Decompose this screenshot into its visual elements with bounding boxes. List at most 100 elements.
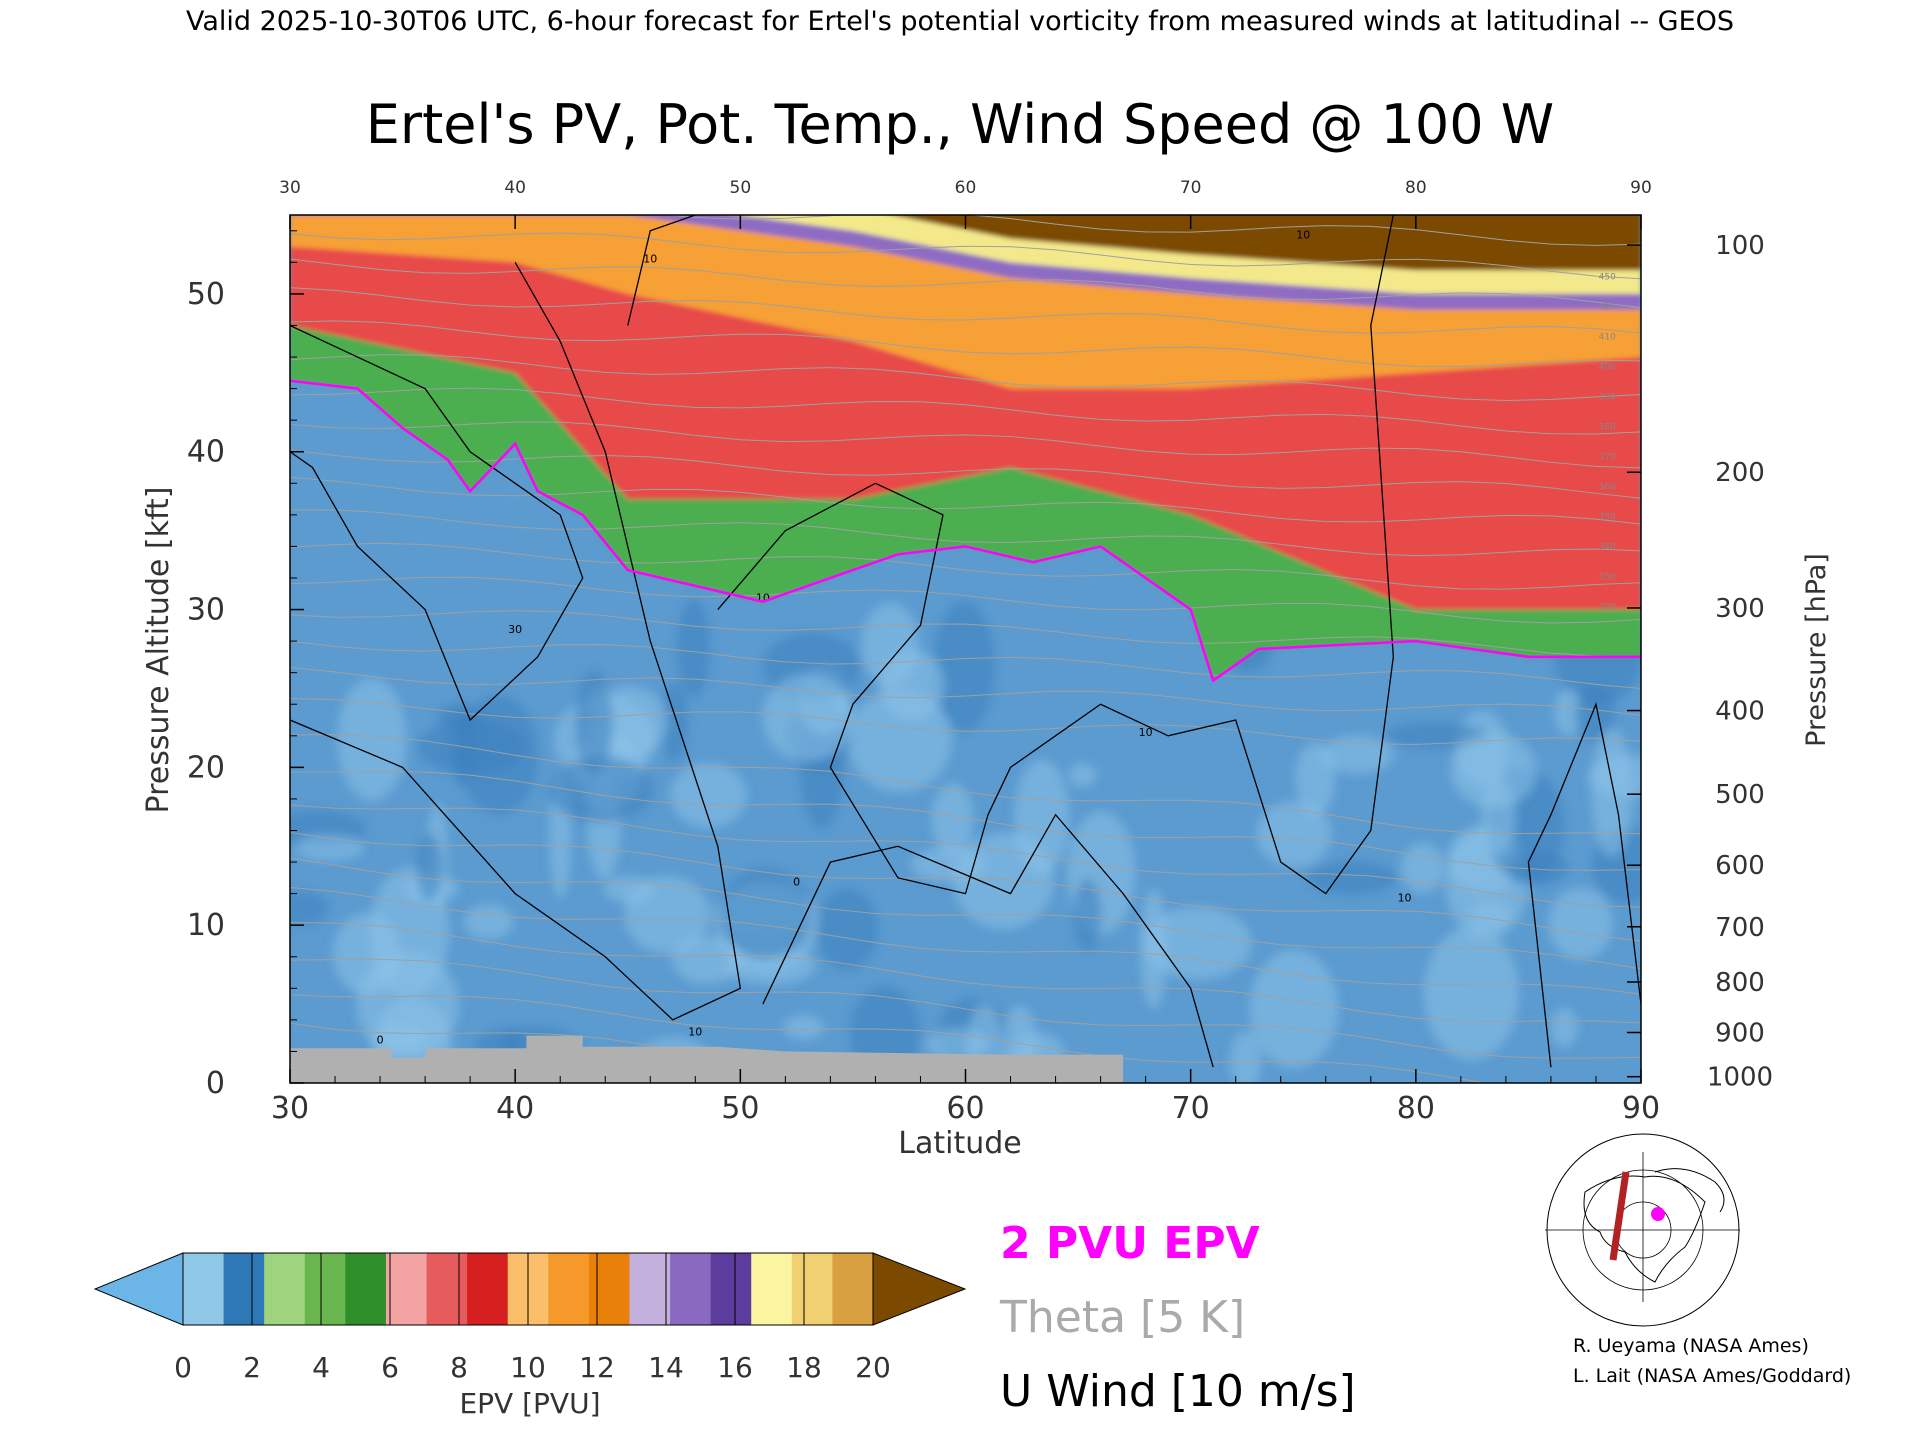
colorbar-swatch — [183, 1253, 225, 1325]
theta-label: 370 — [1599, 453, 1616, 463]
theta-contour-line — [290, 421, 1641, 469]
troposphere-blob — [417, 720, 525, 775]
troposphere-blob — [290, 891, 330, 926]
theta-label: 410 — [1599, 333, 1616, 343]
theta-contours: 320 330 340 350 360 370 380 390 400 410 420 450 — [290, 215, 1641, 1083]
u-wind-contour-line — [290, 324, 584, 722]
pressure-tick-label: 1000 — [1707, 1063, 1773, 1093]
theta-contour-line — [290, 734, 1641, 835]
theta-label: 400 — [1599, 363, 1616, 373]
colorbar-swatch — [223, 1253, 265, 1325]
x-tick-label: 80 — [1397, 1091, 1435, 1126]
theta-contour-line — [290, 922, 1641, 1024]
y-tick-label: 30 — [187, 593, 225, 628]
troposphere-blob — [670, 762, 747, 828]
y-tick-label: 40 — [187, 435, 225, 470]
legend-theta: Theta [5 K] — [999, 1292, 1245, 1343]
theta-contour-line — [290, 770, 1641, 871]
troposphere-blob — [1554, 688, 1582, 737]
colorbar-lower-arrow — [93, 1252, 184, 1326]
u-wind-contour-line — [290, 262, 742, 1021]
colorbar-swatch — [751, 1253, 793, 1325]
colorbar-tick-label: 0 — [174, 1351, 192, 1384]
theta-contour-line — [290, 320, 1641, 368]
pressure-tick-label: 200 — [1715, 458, 1765, 488]
troposphere-blob — [332, 912, 401, 995]
colorbar-swatch — [385, 1253, 428, 1325]
u-wind-label: 10 — [688, 1026, 702, 1039]
troposphere-blob — [1509, 851, 1569, 886]
colorbar-swatch — [426, 1253, 468, 1325]
troposphere-blob — [336, 678, 407, 802]
u-wind-contour-line — [627, 215, 696, 326]
troposphere-blob — [660, 682, 688, 762]
theta-contour-line — [290, 509, 1641, 557]
troposphere-blob — [1550, 1007, 1578, 1048]
colorbar-swatch — [588, 1253, 630, 1325]
right-axis-label: Pressure [hPa] — [1801, 553, 1832, 747]
troposphere-blob — [762, 674, 854, 762]
x-tick-label: 90 — [1622, 1091, 1660, 1126]
locator-map — [1545, 1133, 1740, 1327]
colorbar-tick-label: 10 — [510, 1351, 546, 1384]
troposphere-blob — [816, 888, 879, 970]
x-tick-label-top: 40 — [504, 178, 526, 198]
plot-area: 320 330 340 350 360 370 380 390 400 410 420 450 10 1… — [290, 215, 1641, 1083]
troposphere-blob — [1229, 1031, 1261, 1083]
troposphere-blob — [1469, 900, 1512, 930]
troposphere-blob — [1143, 906, 1253, 980]
troposphere-blob — [463, 904, 514, 940]
colorbar-tick-label: 2 — [243, 1351, 261, 1384]
troposphere-blob — [677, 598, 711, 698]
x-axis: 30 30 40 40 50 50 60 60 70 70 80 80 90 90 — [271, 178, 1660, 1126]
troposphere-blob — [718, 868, 812, 960]
theta-contour-line — [290, 258, 1641, 309]
colorbar-tick-label: 18 — [786, 1351, 822, 1384]
colorbar-tick-label: 14 — [648, 1351, 684, 1384]
pressure-tick-label: 800 — [1715, 968, 1765, 998]
y-tick-label: 0 — [206, 1066, 225, 1101]
u-wind-label: 10 — [1139, 726, 1153, 739]
troposphere-blob — [782, 1015, 825, 1040]
troposphere-blob — [1385, 722, 1488, 749]
u-wind-label: 10 — [643, 252, 657, 265]
theta-contour-line — [290, 958, 1641, 1059]
x-tick-label-top: 60 — [955, 178, 977, 198]
y-tick-label: 10 — [187, 908, 225, 943]
troposphere-blob — [1256, 801, 1332, 868]
troposphere-blob — [1450, 732, 1537, 808]
theta-contour-line — [290, 697, 1641, 745]
x-tick-label-top: 30 — [279, 178, 301, 198]
theta-contour-line — [290, 354, 1641, 402]
pressure-tick-label: 900 — [1715, 1018, 1765, 1048]
theta-label: 320 — [1599, 603, 1616, 613]
troposphere-blob — [574, 670, 613, 775]
pressure-tick-label: 500 — [1715, 780, 1765, 810]
troposphere-blob — [1249, 949, 1339, 1069]
terrain-polygon — [290, 1035, 1124, 1083]
colorbar-tick-label: 6 — [381, 1351, 399, 1384]
troposphere-blob — [1068, 763, 1097, 788]
colorbar-swatch — [304, 1253, 346, 1325]
troposphere-blob — [623, 875, 710, 954]
colorbar-swatch — [629, 1253, 671, 1325]
theta-contour-line — [290, 610, 1641, 657]
credit-line-1: R. Ueyama (NASA Ames) — [1573, 1335, 1809, 1357]
u-wind-contour-line — [717, 215, 1394, 895]
legend-uwind: U Wind [10 m/s] — [1000, 1366, 1356, 1417]
troposphere-blob — [1073, 878, 1102, 952]
troposphere-blob — [1014, 759, 1070, 875]
colorbar-swatch — [710, 1253, 752, 1325]
troposphere-blob — [1307, 861, 1397, 895]
pressure-tick-label: 600 — [1715, 851, 1765, 881]
y-tick-label: 50 — [187, 277, 225, 312]
colorbar-swatch — [548, 1253, 590, 1325]
locator-map-coastline — [1583, 1175, 1706, 1283]
theta-contour-line — [290, 542, 1641, 590]
chart-title: Ertel's PV, Pot. Temp., Wind Speed @ 100… — [366, 93, 1554, 156]
x-tick-label: 70 — [1172, 1091, 1210, 1126]
colorbar-swatch — [345, 1253, 387, 1325]
troposphere-blob — [1591, 727, 1633, 857]
u-wind-label: 0 — [377, 1034, 384, 1047]
